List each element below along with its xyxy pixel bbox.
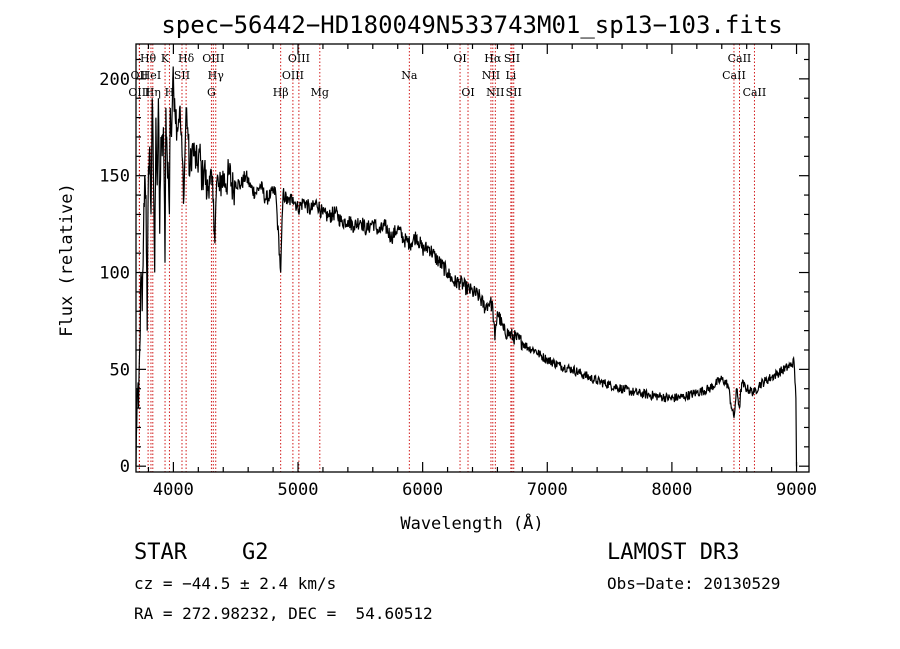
y-tick-label-150: 150: [99, 167, 130, 187]
object-class: STAR: [134, 540, 187, 565]
line-label-21: NII: [486, 86, 504, 99]
line-label-15: Mg: [311, 86, 329, 99]
object-subclass: G2: [242, 540, 269, 565]
line-label-18: OI: [461, 86, 474, 99]
spectrum-line: [135, 66, 798, 467]
line-label-16: Na: [401, 69, 418, 82]
line-label-2: OIII: [128, 86, 150, 99]
x-axis-ticks: 4000 5000 6000 7000 8000 9000: [147, 44, 817, 500]
line-label-4: Hη: [145, 86, 161, 99]
line-label-19: Hα: [484, 52, 502, 65]
y-axis-label: Flux (relative): [57, 183, 77, 337]
obs-date: Obs−Date: 20130529: [607, 574, 781, 593]
line-label-13: OIII: [282, 69, 304, 82]
line-label-9: OIII: [202, 52, 224, 65]
line-label-0: Hθ: [140, 52, 157, 65]
plot-frame: [135, 43, 810, 473]
line-label-10: Hγ: [208, 69, 225, 82]
x-axis-label: Wavelength (Å): [400, 512, 543, 534]
x-tick-label-7000: 7000: [527, 480, 568, 500]
spectrum-chart: spec−56442−HD180049N533743M01_sp13−103.f…: [57, 11, 817, 534]
redshift-text: cz = −44.5 ± 2.4 km/s: [134, 574, 337, 593]
line-label-27: CaII: [743, 86, 767, 99]
x-tick-label-5000: 5000: [278, 480, 319, 500]
line-label-17: OI: [453, 52, 466, 65]
line-label-24: SII: [506, 86, 522, 99]
line-label-11: G: [207, 86, 216, 99]
x-tick-label-9000: 9000: [776, 480, 817, 500]
x-tick-label-8000: 8000: [651, 480, 692, 500]
coordinates: RA = 272.98232, DEC = 54.60512: [134, 604, 433, 623]
line-label-6: H: [165, 86, 175, 99]
line-label-26: CaII: [728, 52, 752, 65]
line-label-20: NII: [482, 69, 500, 82]
chart-title: spec−56442−HD180049N533743M01_sp13−103.f…: [161, 11, 782, 39]
line-label-8: Hδ: [178, 52, 195, 65]
line-label-22: SII: [504, 52, 520, 65]
x-tick-label-6000: 6000: [402, 480, 443, 500]
y-tick-label-200: 200: [99, 70, 130, 90]
y-tick-label-0: 0: [120, 457, 130, 477]
line-label-25: CaII: [722, 69, 746, 82]
line-label-23: Li: [505, 69, 516, 82]
line-label-14: OIII: [288, 52, 310, 65]
line-label-12: Hβ: [273, 86, 289, 99]
y-tick-label-50: 50: [110, 360, 130, 380]
y-axis-ticks: 0 50 100 150 200: [99, 58, 809, 477]
line-label-3: HeI: [141, 69, 161, 82]
line-label-5: K: [161, 52, 170, 65]
line-label-7: SII: [174, 69, 190, 82]
y-tick-label-100: 100: [99, 264, 130, 284]
survey-name: LAMOST DR3: [607, 540, 740, 565]
spectral-line-markers: [138, 44, 755, 472]
x-tick-label-4000: 4000: [153, 480, 194, 500]
